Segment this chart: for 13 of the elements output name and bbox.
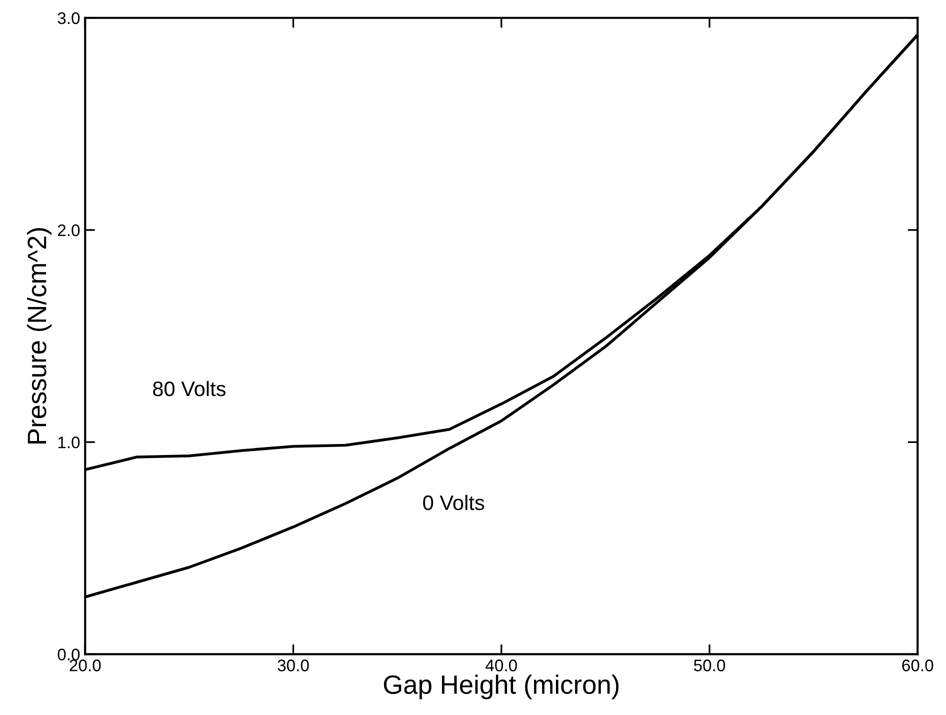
y-axis-title: Pressure (N/cm^2)	[26, 228, 52, 444]
x-tick-label: 50.0	[694, 660, 726, 672]
y-tick-label: 2.0	[58, 224, 80, 236]
x-tick-label: 40.0	[486, 660, 517, 672]
y-tick-label: 3.0	[58, 12, 80, 24]
text: 80 Volts	[153, 380, 226, 396]
x-tick-label: 20.0	[70, 660, 101, 672]
x-tick-label: 30.0	[278, 660, 309, 672]
y-tick-label: 0.0	[58, 648, 80, 660]
series-label: 0 Volts	[423, 494, 484, 510]
x-axis-title: Gap Height (micron)	[384, 674, 619, 700]
x-tick-label: 60.0	[902, 660, 934, 672]
y-tick-label: 1.0	[58, 436, 80, 448]
